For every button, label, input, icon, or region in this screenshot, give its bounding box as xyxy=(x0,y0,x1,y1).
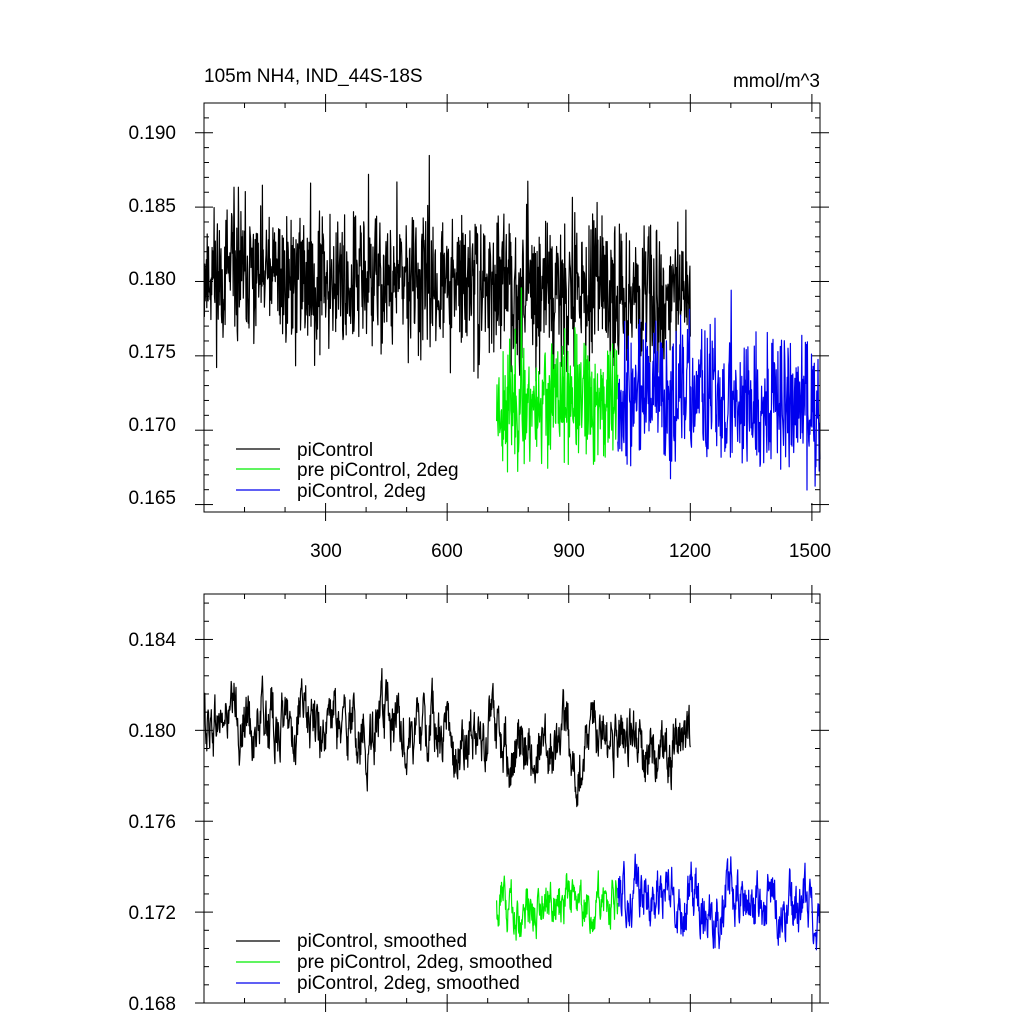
bottom-chart-panel: 0.168 0.172 0.176 0.180 0.184 piControl,… xyxy=(128,585,829,1015)
legend-label: pre piControl, 2deg xyxy=(297,460,459,481)
top-series-lines xyxy=(203,154,821,491)
y-tick-label: 0.176 xyxy=(128,812,176,833)
legend-label: pre piControl, 2deg, smoothed xyxy=(297,952,553,973)
top-legend: piControl pre piControl, 2deg piControl,… xyxy=(236,440,459,502)
y-tick-label: 0.180 xyxy=(128,269,176,290)
bottom-legend: piControl, smoothed pre piControl, 2deg,… xyxy=(236,931,553,994)
bottom-series-lines xyxy=(203,667,821,951)
x-tick-label: 1200 xyxy=(669,541,711,562)
top-y-tick-labels: 0.165 0.170 0.175 0.180 0.185 0.190 xyxy=(128,123,176,509)
y-tick-label: 0.172 xyxy=(128,903,176,924)
legend-label: piControl, smoothed xyxy=(297,931,467,952)
series-line-0 xyxy=(203,154,691,382)
chart-title: 105m NH4, IND_44S-18S xyxy=(204,66,423,87)
series-line-1 xyxy=(496,287,619,473)
series-line-2 xyxy=(617,289,821,491)
top-plot-frame xyxy=(203,102,821,513)
y-tick-label: 0.184 xyxy=(128,630,176,651)
bottom-y-tick-labels: 0.168 0.172 0.176 0.180 0.184 xyxy=(128,630,176,1015)
x-tick-label: 1500 xyxy=(789,541,831,562)
top-x-tick-labels: 300 600 900 1200 1500 xyxy=(310,541,831,562)
y-tick-label: 0.170 xyxy=(128,415,176,436)
x-tick-label: 600 xyxy=(431,541,463,562)
y-tick-label: 0.185 xyxy=(128,196,176,217)
bottom-ticks xyxy=(195,585,829,1012)
x-tick-label: 300 xyxy=(310,541,342,562)
y-tick-label: 0.190 xyxy=(128,123,176,144)
units-label: mmol/m^3 xyxy=(733,71,820,92)
x-tick-label: 900 xyxy=(553,541,585,562)
series-line-1 xyxy=(496,870,619,941)
legend-label: piControl, 2deg, smoothed xyxy=(297,973,520,994)
legend-label: piControl, 2deg xyxy=(297,481,426,502)
top-chart-panel: 105m NH4, IND_44S-18S mmol/m^3 0.165 0.1… xyxy=(128,66,831,562)
y-tick-label: 0.165 xyxy=(128,488,176,509)
legend-label: piControl xyxy=(297,440,373,461)
series-line-2 xyxy=(617,853,821,951)
series-line-0 xyxy=(203,667,691,808)
bottom-plot-frame xyxy=(203,593,821,1004)
y-tick-label: 0.168 xyxy=(128,994,176,1015)
y-tick-label: 0.175 xyxy=(128,342,176,363)
y-tick-label: 0.180 xyxy=(128,721,176,742)
